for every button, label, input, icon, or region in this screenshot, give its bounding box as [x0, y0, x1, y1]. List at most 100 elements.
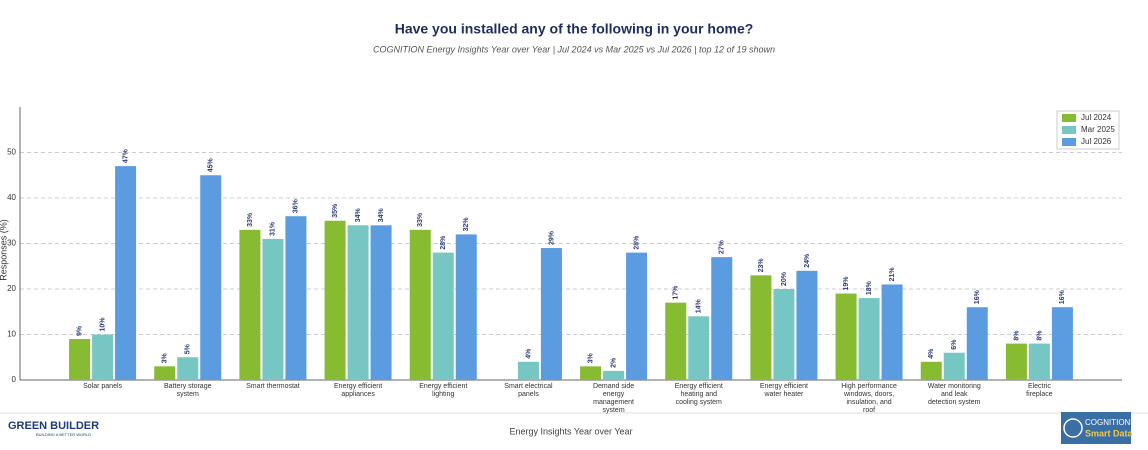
bar: [603, 370, 625, 380]
x-tick-label: Energy efficient water heater: [760, 383, 808, 398]
legend-swatch: [1062, 126, 1076, 134]
bar: [239, 229, 261, 380]
bar: [409, 229, 431, 380]
x-tick-label: Solar panels: [83, 383, 122, 390]
bar: [1005, 343, 1027, 380]
bar: [750, 275, 772, 380]
legend-swatch: [1062, 114, 1076, 122]
value-label: 8%: [1036, 330, 1043, 341]
badge-icon: [1063, 418, 1083, 438]
legend-label: Jul 2024: [1081, 113, 1112, 122]
bar: [773, 289, 795, 380]
value-label: 33%: [247, 212, 254, 227]
bar: [540, 248, 562, 380]
bar: [69, 339, 91, 380]
badge-bottom: Smart Data: [1085, 428, 1134, 438]
y-tick-label: 20: [7, 284, 16, 293]
value-label: 9%: [76, 325, 83, 336]
value-label: 47%: [122, 148, 129, 163]
value-label: 2%: [610, 357, 617, 368]
value-label: 24%: [804, 253, 811, 268]
bar: [177, 357, 199, 380]
value-label: 14%: [696, 299, 703, 314]
bar: [881, 284, 903, 380]
value-label: 28%: [440, 235, 447, 250]
bar: [517, 361, 539, 380]
y-axis-label: Responses (%): [0, 219, 8, 281]
x-tick-label: Demand side energy management system: [593, 383, 634, 414]
value-label: 19%: [843, 276, 850, 291]
value-label: 3%: [162, 352, 169, 363]
bar: [920, 361, 942, 380]
bar: [835, 293, 857, 380]
bar: [711, 257, 733, 380]
value-label: 4%: [525, 348, 532, 359]
value-label: 6%: [951, 339, 958, 350]
value-label: 18%: [866, 280, 873, 295]
bar: [432, 252, 454, 380]
value-label: 3%: [587, 352, 594, 363]
bar: [370, 225, 392, 380]
legend-label: Jul 2026: [1081, 137, 1112, 146]
value-label: 45%: [208, 157, 215, 172]
x-tick-label: Smart thermostat: [246, 383, 300, 390]
value-label: 4%: [928, 348, 935, 359]
value-label: 17%: [673, 285, 680, 300]
y-tick-label: 30: [7, 239, 16, 248]
bar: [324, 220, 346, 380]
value-label: 27%: [719, 239, 726, 254]
bar: [580, 366, 602, 380]
y-tick-label: 40: [7, 193, 16, 202]
bar: [455, 234, 477, 380]
chart-subtitle: COGNITION Energy Insights Year over Year…: [373, 44, 775, 54]
bar: [115, 166, 137, 380]
badge-top: COGNITION: [1085, 418, 1131, 427]
x-tick-label: Water monitoring and leak detection system: [928, 383, 981, 406]
bar: [154, 366, 176, 380]
bar: [347, 225, 369, 380]
bar: [200, 175, 222, 380]
y-tick-label: 0: [12, 375, 17, 384]
brand: GREEN BUILDER: [8, 420, 99, 432]
x-caption: Energy Insights Year over Year: [509, 426, 632, 436]
value-label: 33%: [417, 212, 424, 227]
bar: [92, 334, 114, 380]
y-tick-label: 50: [7, 148, 16, 157]
bar: [1051, 307, 1073, 380]
value-label: 10%: [99, 317, 106, 332]
x-tick-label: Battery storage system: [164, 383, 212, 398]
y-tick-label: 10: [7, 330, 16, 339]
x-tick-label: High performance windows, doors, insulatio…: [841, 383, 897, 414]
value-label: 35%: [332, 203, 339, 218]
bar: [943, 352, 965, 380]
bar: [1028, 343, 1050, 380]
value-label: 21%: [889, 267, 896, 282]
value-label: 29%: [548, 230, 555, 245]
value-label: 34%: [378, 208, 385, 223]
legend-swatch: [1062, 138, 1076, 146]
x-tick-label: Energy efficient lighting: [419, 383, 467, 398]
chart-title: Have you installed any of the following …: [395, 21, 754, 37]
value-label: 20%: [781, 271, 788, 286]
value-label: 28%: [633, 235, 640, 250]
bar: [688, 316, 710, 380]
value-label: 23%: [758, 258, 765, 273]
x-tick-label: Energy efficient heating and cooling syste…: [675, 383, 723, 406]
bar: [858, 298, 880, 380]
x-tick-label: Electric fireplace: [1026, 383, 1053, 398]
value-label: 5%: [185, 343, 192, 354]
bar: [796, 270, 818, 380]
bar: [285, 216, 307, 380]
x-tick-label: Smart electrical panels: [504, 383, 553, 398]
brand-tagline: BUILDING A BETTER WORLD: [36, 432, 91, 437]
value-label: 36%: [293, 198, 300, 213]
value-label: 34%: [355, 208, 362, 223]
value-label: 16%: [1059, 289, 1066, 304]
legend-label: Mar 2025: [1081, 125, 1115, 134]
value-label: 32%: [463, 217, 470, 232]
value-label: 31%: [270, 221, 277, 236]
value-label: 16%: [974, 289, 981, 304]
badge: [1061, 412, 1131, 444]
bar: [966, 307, 988, 380]
